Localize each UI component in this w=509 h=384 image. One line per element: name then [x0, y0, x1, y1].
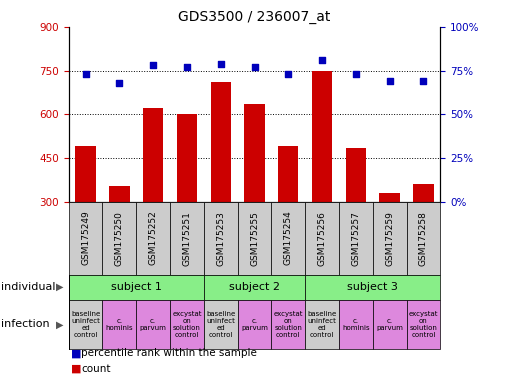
Text: ▶: ▶ [56, 319, 63, 329]
Point [419, 78, 428, 84]
Point [183, 64, 191, 70]
Point [284, 71, 292, 77]
Text: ■: ■ [71, 364, 86, 374]
Text: excystat
on
solution
control: excystat on solution control [172, 311, 202, 338]
Text: excystat
on
solution
control: excystat on solution control [409, 311, 438, 338]
Text: GSM175253: GSM175253 [216, 211, 225, 265]
Bar [278, 146, 298, 202]
Bar [211, 82, 231, 202]
Bar [75, 146, 96, 202]
Text: subject 2: subject 2 [229, 282, 280, 292]
Text: GSM175255: GSM175255 [250, 211, 259, 265]
Text: individual: individual [1, 282, 55, 292]
Text: c.
hominis: c. hominis [105, 318, 133, 331]
Point [385, 78, 393, 84]
Text: GDS3500 / 236007_at: GDS3500 / 236007_at [178, 10, 331, 23]
Text: count: count [81, 364, 111, 374]
Text: baseline
uninfect
ed
control: baseline uninfect ed control [71, 311, 100, 338]
Bar [177, 114, 197, 202]
Text: percentile rank within the sample: percentile rank within the sample [81, 348, 258, 358]
Text: subject 3: subject 3 [347, 282, 398, 292]
Bar [380, 193, 400, 202]
Text: GSM175254: GSM175254 [284, 211, 293, 265]
Point [250, 64, 259, 70]
Text: GSM175250: GSM175250 [115, 211, 124, 265]
Text: c.
parvum: c. parvum [241, 318, 268, 331]
Text: excystat
on
solution
control: excystat on solution control [273, 311, 303, 338]
Text: subject 1: subject 1 [111, 282, 162, 292]
Text: baseline
uninfect
ed
control: baseline uninfect ed control [206, 311, 235, 338]
Text: c.
parvum: c. parvum [140, 318, 166, 331]
Text: GSM175252: GSM175252 [149, 211, 158, 265]
Bar [109, 185, 129, 202]
Text: ■: ■ [71, 348, 86, 358]
Point [116, 80, 124, 86]
Point [217, 61, 225, 67]
Text: baseline
uninfect
ed
control: baseline uninfect ed control [307, 311, 336, 338]
Text: infection: infection [1, 319, 50, 329]
Text: GSM175257: GSM175257 [351, 211, 360, 265]
Text: GSM175259: GSM175259 [385, 211, 394, 265]
Bar [346, 148, 366, 202]
Text: GSM175256: GSM175256 [318, 211, 327, 265]
Text: c.
hominis: c. hominis [342, 318, 370, 331]
Text: GSM175251: GSM175251 [182, 211, 191, 265]
Point [352, 71, 360, 77]
Text: GSM175258: GSM175258 [419, 211, 428, 265]
Point [149, 62, 157, 68]
Bar [312, 71, 332, 202]
Bar [413, 184, 434, 202]
Text: c.
parvum: c. parvum [376, 318, 403, 331]
Point [81, 71, 90, 77]
Bar [244, 104, 265, 202]
Bar [143, 108, 163, 202]
Text: GSM175249: GSM175249 [81, 211, 90, 265]
Text: ▶: ▶ [56, 282, 63, 292]
Point [318, 57, 326, 63]
